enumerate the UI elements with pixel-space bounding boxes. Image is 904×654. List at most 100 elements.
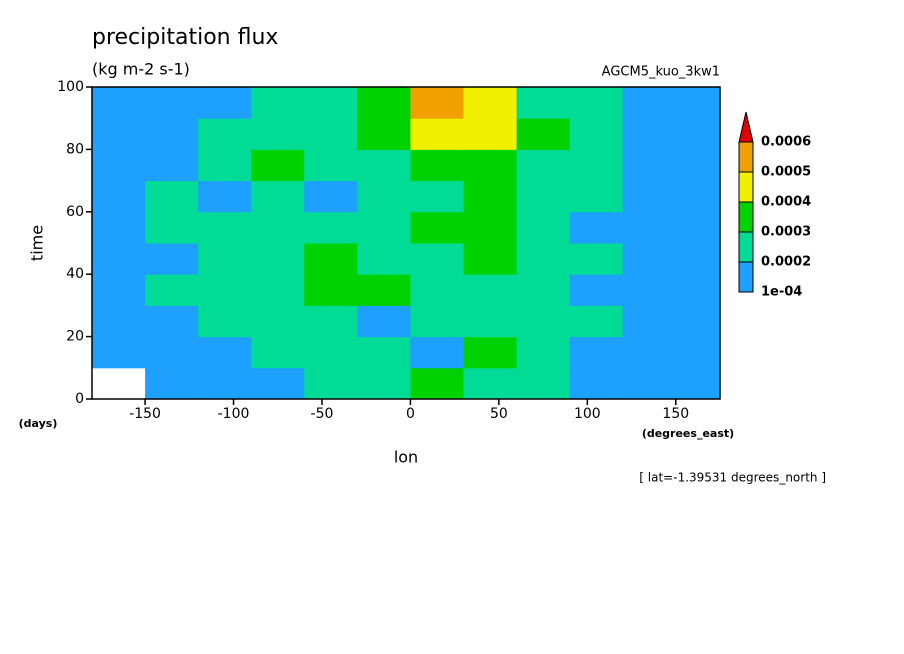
colorbar-extension <box>738 111 754 143</box>
field-cell <box>198 211 252 244</box>
field-cell <box>569 180 624 213</box>
field-cell <box>304 305 358 338</box>
x-tick-label: -100 <box>218 406 250 422</box>
field-cell <box>357 305 411 338</box>
colorbar-segment <box>738 171 754 203</box>
field-cell <box>198 243 252 275</box>
field <box>92 87 720 399</box>
field-cell <box>304 367 358 399</box>
x-tick-label: 150 <box>662 406 689 422</box>
field-cell <box>357 118 411 150</box>
field-cell <box>251 336 305 369</box>
x-tick-label: 0 <box>406 406 415 422</box>
field-cell <box>463 180 518 213</box>
field-cell <box>357 87 411 119</box>
field-cell <box>516 87 571 119</box>
field-cell <box>463 87 518 119</box>
field-cell <box>251 274 305 306</box>
x-tick-label: -50 <box>311 406 334 422</box>
field-cell <box>675 367 720 399</box>
field-cell <box>622 274 677 306</box>
field-cell <box>569 336 624 369</box>
colorbar-label: 0.0006 <box>761 135 811 150</box>
y-tick-label: 0 <box>75 391 84 407</box>
field-cell <box>145 367 199 399</box>
field-cell <box>92 336 146 369</box>
field-cell <box>304 149 358 182</box>
field-cell <box>410 180 464 213</box>
field-cell <box>357 149 411 182</box>
field-cell <box>92 149 146 182</box>
colorbar-label: 0.0004 <box>761 195 811 210</box>
field-cell <box>251 118 305 150</box>
field-cell <box>198 87 252 119</box>
colorbar-segment <box>738 201 754 233</box>
field-cell <box>251 243 305 275</box>
field-cell <box>304 243 358 275</box>
field-cell <box>251 211 305 244</box>
field-cell <box>516 211 571 244</box>
field-cell <box>516 274 571 306</box>
x-tick-label: -150 <box>129 406 161 422</box>
field-cell <box>463 243 518 275</box>
field-cell <box>463 118 518 150</box>
field-cell <box>516 367 571 399</box>
field-cell <box>145 211 199 244</box>
field-cell <box>92 118 146 150</box>
x-tick-label: 50 <box>490 406 508 422</box>
field-cell <box>516 336 571 369</box>
field-cell <box>675 87 720 119</box>
field-cell <box>145 305 199 338</box>
field-cell <box>463 149 518 182</box>
field-cell <box>145 243 199 275</box>
field-cell <box>516 180 571 213</box>
field-cell <box>145 87 199 119</box>
field-cell <box>92 305 146 338</box>
field-cell <box>675 274 720 306</box>
field-cell <box>622 118 677 150</box>
field-cell <box>357 243 411 275</box>
field-cell <box>198 367 252 399</box>
x-tick-label: 100 <box>574 406 601 422</box>
field-cell <box>304 180 358 213</box>
chart-subtitle: (kg m-2 s-1) <box>92 60 190 79</box>
field-cell <box>145 118 199 150</box>
field-cell <box>622 180 677 213</box>
field-cell <box>145 274 199 306</box>
experiment-label: AGCM5_kuo_3kw1 <box>602 65 720 80</box>
colorbar-segment <box>738 231 754 263</box>
field-cell <box>251 87 305 119</box>
field-cell <box>675 305 720 338</box>
plot-frame <box>91 86 721 400</box>
field-cell <box>357 211 411 244</box>
field-cell <box>516 243 571 275</box>
field-cell <box>410 243 464 275</box>
colorbar-label: 0.0002 <box>761 255 811 270</box>
field-cell <box>569 211 624 244</box>
field-cell <box>357 336 411 369</box>
field-cell <box>92 211 146 244</box>
field-cell <box>304 274 358 306</box>
field-cell <box>410 118 464 150</box>
field-cell <box>410 336 464 369</box>
field-cell <box>569 274 624 306</box>
field-cell <box>410 367 464 399</box>
field-cell <box>92 87 146 119</box>
field-cell <box>410 305 464 338</box>
field-cell <box>675 336 720 369</box>
field-cell <box>198 149 252 182</box>
field-cell <box>516 305 571 338</box>
colorbar-segment <box>738 141 754 173</box>
y-units: (days) <box>19 417 58 430</box>
field-cell <box>92 274 146 306</box>
field-cell <box>145 149 199 182</box>
field-cell <box>410 87 464 119</box>
field-cell <box>675 211 720 244</box>
field-cell <box>198 118 252 150</box>
colorbar-segment <box>738 261 754 293</box>
field-cell <box>198 274 252 306</box>
field-cell <box>357 274 411 306</box>
field-cell <box>516 149 571 182</box>
field-cell <box>622 367 677 399</box>
